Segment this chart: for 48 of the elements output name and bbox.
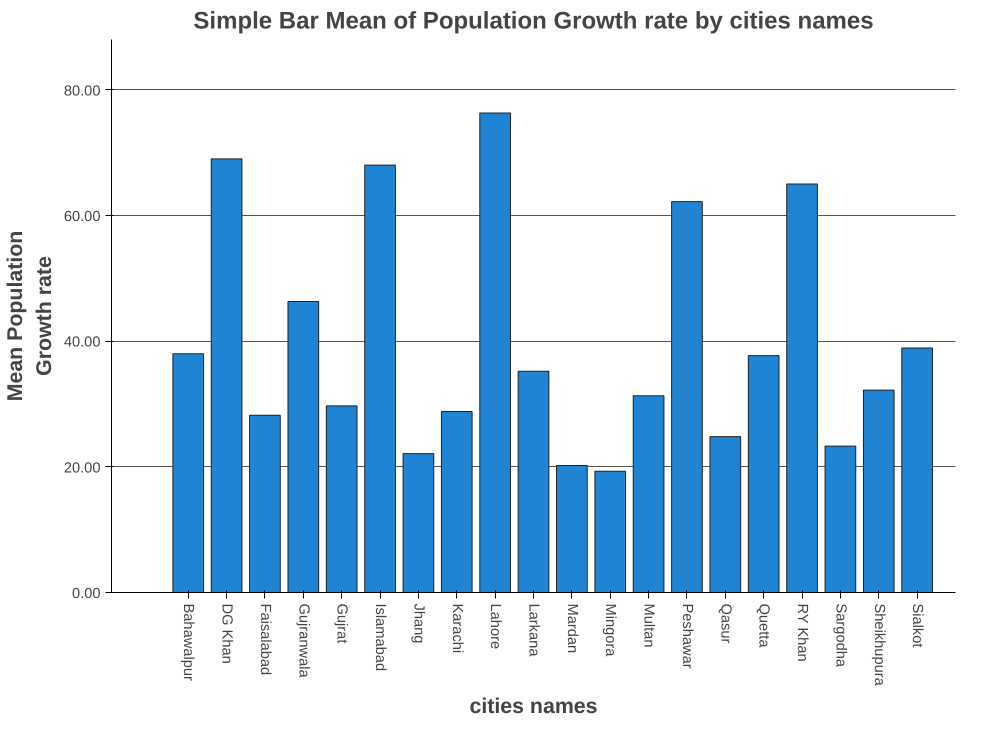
x-tick-label: Gujranwala — [295, 604, 312, 678]
x-axis-title: cities names — [469, 694, 598, 718]
bar — [862, 390, 895, 592]
x-tick-label: Mingora — [602, 604, 618, 658]
bar — [748, 355, 780, 592]
y-tick-label: 80.00 — [64, 83, 101, 100]
bar — [901, 348, 933, 592]
x-tick-label: Quetta — [756, 604, 772, 648]
chart-title: Simple Bar Mean of Population Growth rate by cities names — [193, 8, 874, 34]
x-tick-label: Multan — [640, 604, 657, 648]
x-tick-label: Faisalabad — [256, 604, 273, 676]
x-tick-label: Lahore — [487, 604, 504, 650]
bar — [518, 370, 550, 592]
x-tick-label: Mardan — [564, 604, 580, 654]
y-axis-title: Mean Population Growth rate — [3, 230, 56, 402]
y-tick-label: 20.00 — [64, 460, 101, 476]
bar — [786, 184, 818, 592]
x-tick-label: DG Khan — [218, 604, 235, 664]
bar — [402, 453, 434, 592]
bar — [556, 465, 588, 592]
bar — [210, 158, 242, 592]
x-tick-label: Sheikhupura — [870, 604, 887, 687]
bar — [709, 436, 742, 592]
x-tick-label: Karachi — [448, 604, 465, 654]
bar — [824, 446, 856, 592]
x-tick-label: Bahawalpur — [180, 604, 196, 682]
x-tick-label: Peshawar — [678, 604, 695, 669]
x-tick-label: Larkana — [526, 604, 542, 658]
y-tick-label: 0.00 — [72, 586, 101, 602]
bar — [326, 405, 358, 592]
bar — [440, 411, 473, 592]
x-tick-label: Gujrat — [334, 604, 350, 644]
bar — [172, 353, 204, 592]
x-tick-label: Qasur — [717, 604, 734, 644]
bar — [249, 414, 281, 592]
bar — [594, 470, 626, 592]
x-tick-label: Sialkot — [909, 604, 926, 648]
bar — [479, 112, 511, 592]
x-tick-label: Sargodha — [832, 604, 848, 668]
bar — [632, 395, 664, 592]
bar — [671, 201, 703, 592]
x-tick-label: Jhang — [410, 604, 426, 644]
y-tick-label: 60.00 — [64, 208, 101, 225]
bar — [364, 164, 396, 592]
x-tick-label: RY Khan — [794, 604, 810, 662]
bar — [287, 301, 320, 592]
y-tick-label: 40.00 — [64, 334, 101, 351]
x-tick-label: Islamabad — [372, 604, 388, 672]
